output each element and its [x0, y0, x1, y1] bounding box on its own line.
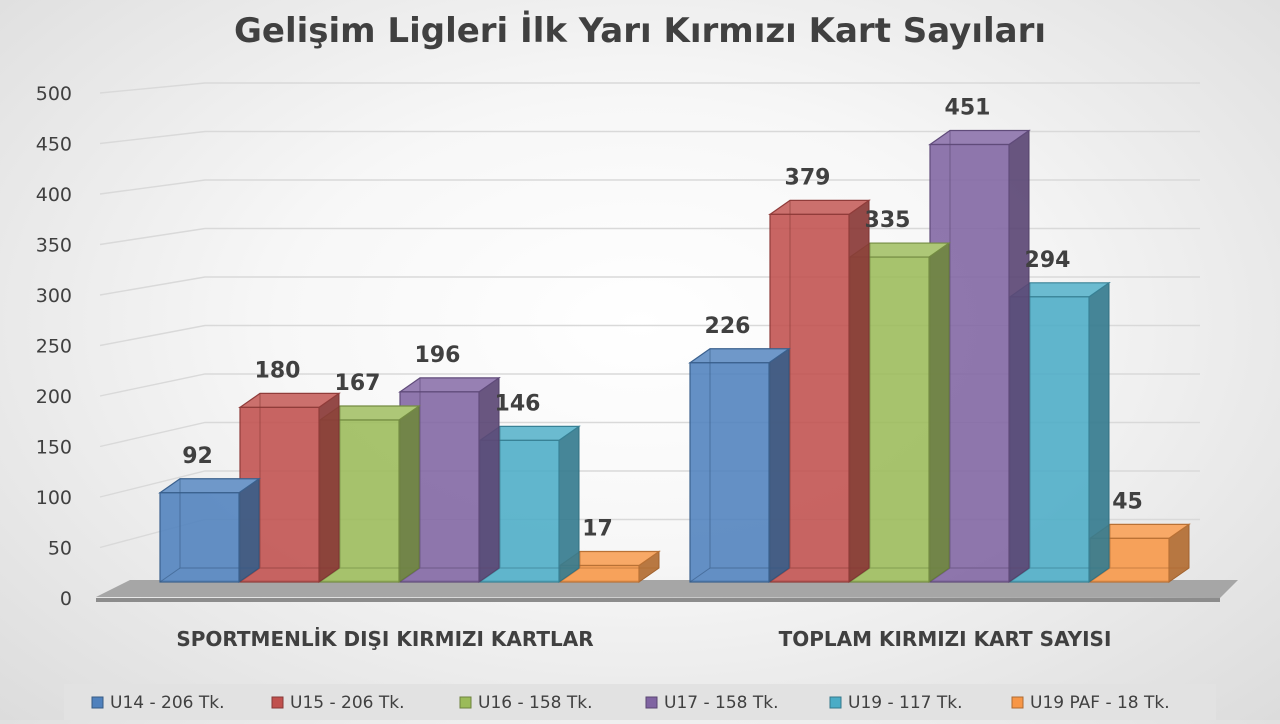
data-label: 226 [705, 314, 751, 339]
bar-depth-edge [689, 567, 711, 583]
legend-swatch [459, 696, 472, 709]
y-tick-label: 400 [36, 184, 72, 206]
y-tick-label: 50 [48, 538, 72, 560]
y-tick-label: 500 [36, 83, 72, 105]
bar-front [689, 362, 770, 583]
legend-item: U19 PAF - 18 Tk. [1011, 693, 1170, 713]
data-label: 196 [415, 343, 461, 368]
bar-depth-edge [399, 567, 421, 583]
bar-side [558, 425, 580, 583]
legend-item: U15 - 206 Tk. [271, 693, 405, 713]
bar-front [159, 492, 240, 583]
bar [768, 199, 871, 583]
bar-depth-edge [479, 567, 501, 583]
bar-side [318, 392, 340, 583]
y-tick-label: 200 [36, 386, 72, 408]
gridline [99, 82, 1200, 94]
gridline [99, 227, 1200, 246]
gridlines [99, 82, 1200, 549]
gridline [99, 179, 1200, 195]
data-label: 45 [1112, 489, 1143, 514]
bar-side [238, 477, 260, 583]
y-tick-label: 150 [36, 437, 72, 459]
legend-label: U16 - 158 Tk. [478, 693, 593, 713]
gridline [99, 130, 1200, 145]
data-label: 335 [865, 208, 911, 233]
legend-item: U14 - 206 Tk. [91, 693, 225, 713]
legend-label: U19 PAF - 18 Tk. [1030, 693, 1170, 713]
bar-depth-edge [849, 567, 871, 583]
legend-swatch [91, 696, 104, 709]
bar-depth-edge [159, 567, 181, 583]
category-label: SPORTMENLİK DIŞI KIRMIZI KARTLAR [176, 627, 593, 651]
x-axis-categories: SPORTMENLİK DIŞI KIRMIZI KARTLAR TOPLAM K… [176, 627, 1111, 651]
chart-floor [96, 580, 1238, 602]
y-axis: 0 50 100 150 200 250 300 350 400 450 500 [36, 83, 72, 610]
bar [1088, 523, 1191, 583]
bar-depth-edge [929, 567, 951, 583]
data-label: 379 [785, 165, 831, 190]
legend-swatch [645, 696, 658, 709]
legend-swatch [1011, 696, 1024, 709]
data-labels: 45 294 451 335 379 226 17 146 196 167 180 92 [182, 96, 1143, 542]
bar-side [398, 405, 420, 583]
bar-side [1088, 281, 1110, 583]
data-label: 294 [1025, 248, 1071, 273]
data-label: 17 [582, 517, 613, 542]
legend-label: U15 - 206 Tk. [290, 693, 405, 713]
floor-plane [96, 580, 1238, 598]
legend-box [64, 684, 1216, 724]
legend-label: U14 - 206 Tk. [110, 693, 225, 713]
legend-swatch [829, 696, 842, 709]
bar [688, 347, 791, 583]
legend-label: U19 - 117 Tk. [848, 693, 963, 713]
y-tick-label: 250 [36, 336, 72, 358]
bar-depth-edge [1009, 567, 1031, 583]
floor-edge [96, 598, 1220, 602]
data-label: 451 [945, 96, 991, 121]
data-label: 180 [255, 358, 301, 383]
legend-label: U17 - 158 Tk. [664, 693, 779, 713]
legend-item: U16 - 158 Tk. [459, 693, 593, 713]
bar-side [928, 242, 950, 583]
bar-depth-edge [1089, 567, 1111, 583]
bar-side [1008, 129, 1030, 583]
data-label: 146 [495, 391, 541, 416]
bar-depth-edge [319, 567, 341, 583]
bar-depth-edge [239, 567, 261, 583]
y-tick-label: 300 [36, 285, 72, 307]
bar [158, 477, 261, 583]
legend-swatch [271, 696, 284, 709]
y-tick-label: 350 [36, 235, 72, 257]
category-label: TOPLAM KIRMIZI KART SAYISI [779, 627, 1112, 651]
bars [158, 129, 1191, 583]
y-tick-label: 100 [36, 487, 72, 509]
legend-item: U19 - 117 Tk. [829, 693, 963, 713]
data-label: 167 [335, 371, 381, 396]
bar-depth-edge [559, 567, 581, 583]
bar-side [768, 347, 790, 583]
y-tick-label: 0 [60, 588, 72, 610]
legend-item: U17 - 158 Tk. [645, 693, 779, 713]
chart-title: Gelişim Ligleri İlk Yarı Kırmızı Kart Sa… [234, 10, 1046, 51]
legend: U14 - 206 Tk. U15 - 206 Tk. U16 - 158 Tk. U… [64, 684, 1216, 724]
bar-depth-edge [769, 567, 791, 583]
bar-side [848, 199, 870, 583]
y-tick-label: 450 [36, 134, 72, 156]
data-label: 92 [182, 444, 213, 469]
